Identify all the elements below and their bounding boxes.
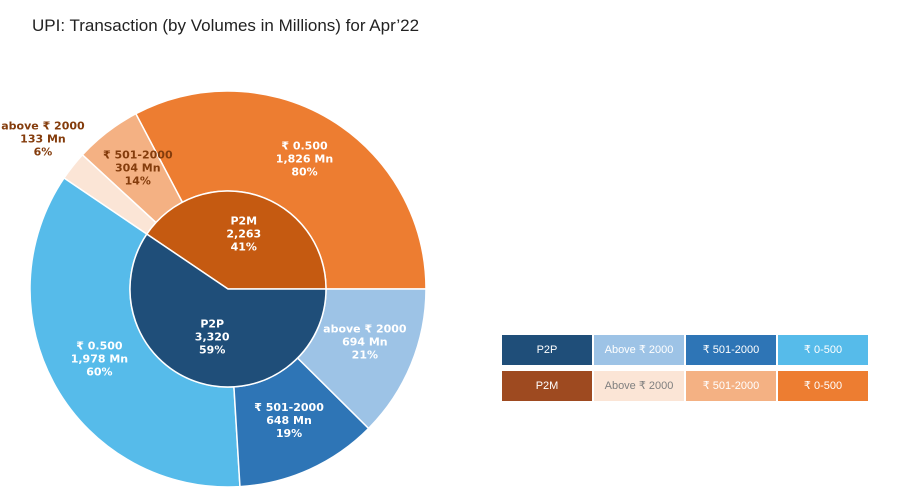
chart-title: UPI: Transaction (by Volumes in Millions…: [32, 16, 420, 35]
legend-cell: ₹ 0-500: [778, 335, 868, 365]
legend-cell: ₹ 501-2000: [686, 371, 776, 401]
data-labels: P2M 2,263 41% P2P 3,320 59% ₹ 0.500 1,826 Mn 80%…: [1, 120, 407, 440]
inner-pie: [129, 190, 327, 388]
legend-row: P2P Above ₹ 2000 ₹ 501-2000 ₹ 0-500: [502, 335, 868, 365]
inner-label-p2m: P2M 2,263 41%: [226, 214, 261, 253]
outer-label-2: above ₹ 2000 133 Mn 6%: [1, 120, 85, 159]
outer-label-3: ₹ 0.500 1,978 Mn 60%: [71, 339, 128, 378]
legend-cell: ₹ 501-2000: [686, 335, 776, 365]
outer-label-5: above ₹ 2000 694 Mn 21%: [323, 322, 407, 361]
legend-table: P2P Above ₹ 2000 ₹ 501-2000 ₹ 0-500 P2M Above…: [502, 335, 868, 407]
legend-row: P2M Above ₹ 2000 ₹ 501-2000 ₹ 0-500: [502, 371, 868, 401]
outer-label-0: ₹ 0.500 1,826 Mn 80%: [276, 139, 333, 178]
outer-label-4: ₹ 501-2000 648 Mn 19%: [254, 401, 324, 440]
outer-label-1: ₹ 501-2000 304 Mn 14%: [103, 149, 173, 188]
legend-cell: Above ₹ 2000: [594, 371, 684, 401]
inner-slice-p2p: [129, 233, 327, 388]
legend-cell: Above ₹ 2000: [594, 335, 684, 365]
legend-cell: P2P: [502, 335, 592, 365]
inner-label-p2p: P2P 3,320 59%: [195, 318, 230, 357]
legend-cell: ₹ 0-500: [778, 371, 868, 401]
inner-slice-p2m: [145, 190, 327, 290]
legend-cell: P2M: [502, 371, 592, 401]
